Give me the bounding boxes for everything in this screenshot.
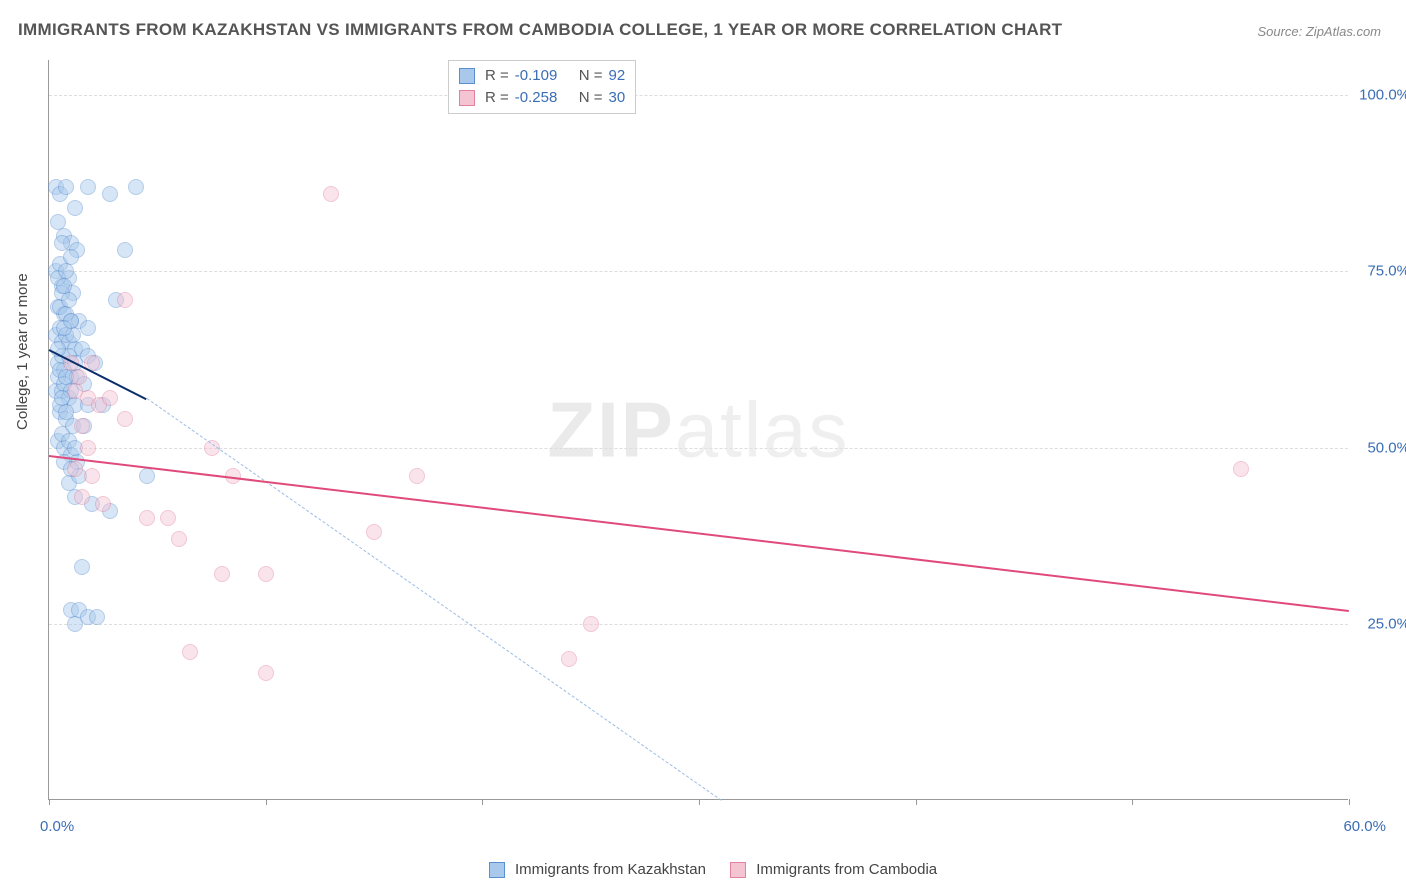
y-axis-label: College, 1 year or more xyxy=(14,273,31,430)
regression-line-extrapolated xyxy=(146,398,721,801)
data-point xyxy=(58,404,74,420)
legend-swatch-2 xyxy=(730,862,746,878)
y-tick-label: 25.0% xyxy=(1367,615,1406,632)
r-label: R = xyxy=(485,65,509,87)
data-point xyxy=(160,510,176,526)
data-point xyxy=(117,242,133,258)
data-point xyxy=(1233,461,1249,477)
data-point xyxy=(58,179,74,195)
data-point xyxy=(54,235,70,251)
data-point xyxy=(561,651,577,667)
data-point xyxy=(117,292,133,308)
data-point xyxy=(139,510,155,526)
data-point xyxy=(80,440,96,456)
chart-container: IMMIGRANTS FROM KAZAKHSTAN VS IMMIGRANTS… xyxy=(0,0,1406,892)
n-label: N = xyxy=(579,65,603,87)
x-tick xyxy=(916,799,917,805)
x-max-label: 60.0% xyxy=(1343,818,1386,835)
x-tick xyxy=(1132,799,1133,805)
watermark: ZIPatlas xyxy=(547,384,849,475)
legend-swatch-1 xyxy=(489,862,505,878)
data-point xyxy=(80,179,96,195)
data-point xyxy=(102,390,118,406)
x-tick xyxy=(1349,799,1350,805)
data-point xyxy=(74,418,90,434)
r-label: R = xyxy=(485,87,509,109)
data-point xyxy=(323,186,339,202)
data-point xyxy=(74,559,90,575)
data-point xyxy=(171,531,187,547)
r-value-1: -0.109 xyxy=(515,65,565,87)
y-tick-label: 50.0% xyxy=(1367,439,1406,456)
data-point xyxy=(182,644,198,660)
watermark-light: atlas xyxy=(675,385,850,473)
stats-row-2: R = -0.258 N = 30 xyxy=(459,87,625,109)
data-point xyxy=(58,263,74,279)
data-point xyxy=(95,496,111,512)
data-point xyxy=(258,665,274,681)
data-point xyxy=(139,468,155,484)
data-point xyxy=(56,278,72,294)
x-tick xyxy=(699,799,700,805)
y-tick-label: 75.0% xyxy=(1367,263,1406,280)
source-attribution: Source: ZipAtlas.com xyxy=(1257,24,1381,39)
gridline xyxy=(49,624,1348,625)
y-tick-label: 100.0% xyxy=(1359,87,1406,104)
x-tick xyxy=(266,799,267,805)
chart-title: IMMIGRANTS FROM KAZAKHSTAN VS IMMIGRANTS… xyxy=(18,20,1062,40)
swatch-series-2 xyxy=(459,90,475,106)
regression-line xyxy=(49,455,1349,612)
data-point xyxy=(63,249,79,265)
data-point xyxy=(258,566,274,582)
watermark-bold: ZIP xyxy=(547,385,674,473)
data-point xyxy=(583,616,599,632)
data-point xyxy=(84,468,100,484)
n-value-2: 30 xyxy=(609,87,626,109)
stats-legend: R = -0.109 N = 92 R = -0.258 N = 30 xyxy=(448,60,636,114)
n-label: N = xyxy=(579,87,603,109)
stats-row-1: R = -0.109 N = 92 xyxy=(459,65,625,87)
x-tick xyxy=(49,799,50,805)
legend-label-1: Immigrants from Kazakhstan xyxy=(515,861,706,878)
swatch-series-1 xyxy=(459,68,475,84)
data-point xyxy=(67,461,83,477)
n-value-1: 92 xyxy=(609,65,626,87)
legend-label-2: Immigrants from Cambodia xyxy=(756,861,937,878)
gridline xyxy=(49,448,1348,449)
data-point xyxy=(80,320,96,336)
data-point xyxy=(67,200,83,216)
data-point xyxy=(102,186,118,202)
plot-area: ZIPatlas 25.0%50.0%75.0%100.0% xyxy=(48,60,1348,800)
series-legend: Immigrants from Kazakhstan Immigrants fr… xyxy=(0,861,1406,878)
x-tick xyxy=(482,799,483,805)
data-point xyxy=(128,179,144,195)
data-point xyxy=(89,609,105,625)
data-point xyxy=(214,566,230,582)
r-value-2: -0.258 xyxy=(515,87,565,109)
data-point xyxy=(117,411,133,427)
data-point xyxy=(67,616,83,632)
x-min-label: 0.0% xyxy=(40,818,74,835)
gridline xyxy=(49,95,1348,96)
data-point xyxy=(61,292,77,308)
data-point xyxy=(56,320,72,336)
gridline xyxy=(49,271,1348,272)
data-point xyxy=(366,524,382,540)
data-point xyxy=(409,468,425,484)
data-point xyxy=(74,489,90,505)
